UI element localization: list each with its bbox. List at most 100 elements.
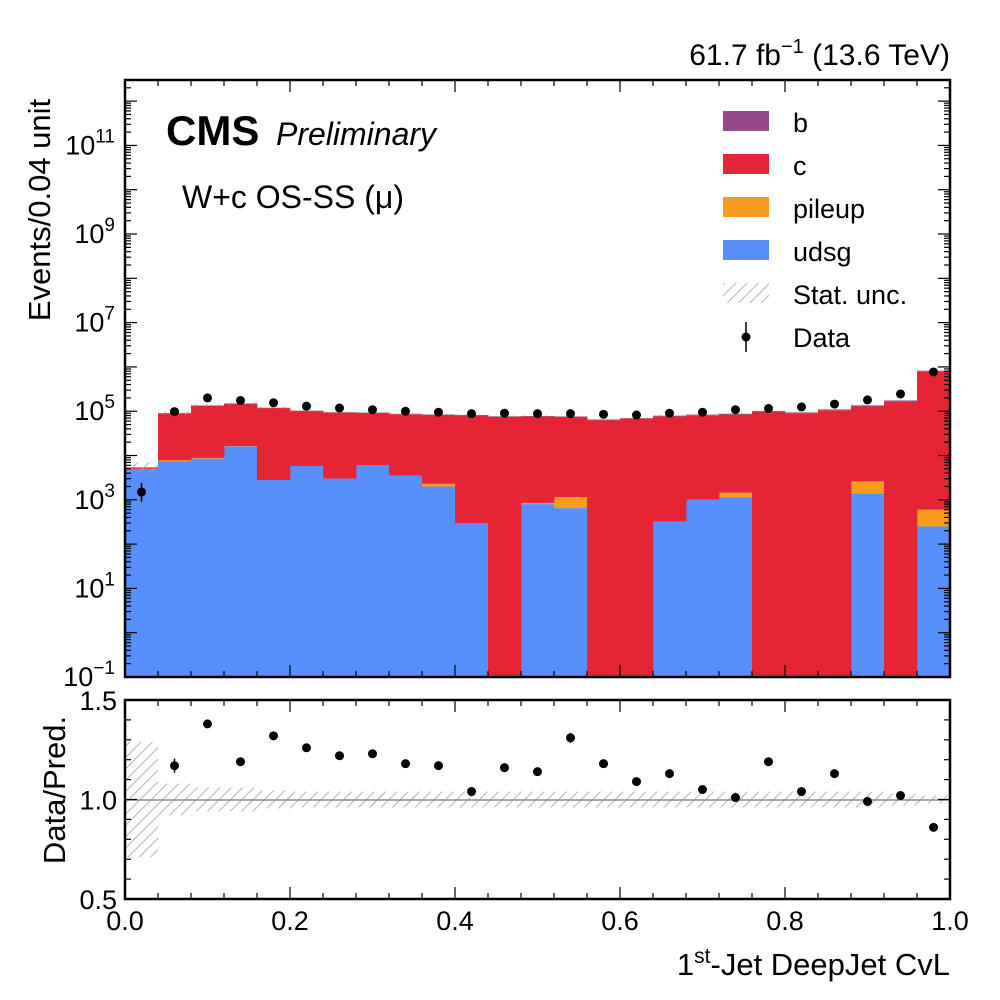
bar-udsg xyxy=(455,522,489,677)
bar-c xyxy=(224,403,258,447)
bar-c xyxy=(917,371,950,510)
ratio-point xyxy=(731,793,740,803)
legend-swatch-stat-unc xyxy=(723,283,769,303)
bar-c xyxy=(851,406,885,482)
x-tick-label: 0.4 xyxy=(436,906,474,936)
bar-c xyxy=(587,420,621,677)
bar-c xyxy=(620,418,654,677)
ratio-point xyxy=(698,785,707,795)
bar-udsg xyxy=(389,475,423,677)
legend-data-marker xyxy=(741,332,751,342)
cms-label: CMS xyxy=(166,107,259,154)
bar-udsg xyxy=(686,499,720,677)
bar-udsg xyxy=(257,480,291,677)
data-point xyxy=(302,401,311,411)
ratio-point xyxy=(203,719,212,729)
bar-udsg xyxy=(290,465,324,677)
bar-pileup xyxy=(719,492,753,498)
y-axis-title-top: Events/0.04 unit xyxy=(22,98,57,321)
ratio-point xyxy=(830,769,839,779)
ratio-point xyxy=(434,761,443,771)
bar-c xyxy=(323,412,357,479)
data-point xyxy=(566,409,575,419)
stat-unc-top-bin xyxy=(191,404,224,407)
bar-udsg xyxy=(554,508,588,677)
x-tick-label: 0.8 xyxy=(766,906,804,936)
ratio-point xyxy=(929,822,938,832)
legend-label-udsg: udsg xyxy=(793,237,852,267)
y-tick-label-ratio: 1.5 xyxy=(79,686,117,716)
ratio-point xyxy=(170,761,179,771)
data-point xyxy=(500,408,509,418)
ratio-point xyxy=(500,763,509,773)
bar-c xyxy=(488,416,522,677)
data-point xyxy=(335,403,344,413)
ratio-frame xyxy=(123,698,952,901)
legend-label-pileup: pileup xyxy=(793,194,865,224)
bar-c xyxy=(191,405,225,458)
ratio-point xyxy=(632,777,641,787)
y-axis-title-ratio: Data/Pred. xyxy=(37,716,72,864)
y-tick-label-ratio: 1.0 xyxy=(79,786,117,816)
top-frame xyxy=(123,78,952,679)
ratio-point xyxy=(269,731,278,741)
x-tick-label: 0.0 xyxy=(106,906,144,936)
y-tick-label-ratio: 0.5 xyxy=(79,885,117,915)
ratio-points xyxy=(170,719,938,832)
bar-udsg xyxy=(521,504,555,677)
data-point xyxy=(467,409,476,419)
bar-udsg xyxy=(653,521,687,677)
y-tick-label-top: 1011 xyxy=(65,126,115,160)
ratio-axis-ticks: 0.0 0.2 0.4 0.6 0.8 1.0 0.5 1.0 1.5 xyxy=(79,686,968,936)
bar-udsg xyxy=(224,446,258,677)
ratio-point xyxy=(665,769,674,779)
legend-label-b: b xyxy=(793,108,808,138)
ratio-point xyxy=(764,757,773,767)
bar-udsg xyxy=(158,461,192,677)
bar-udsg xyxy=(851,493,885,677)
ratio-point xyxy=(302,743,311,753)
bar-c xyxy=(257,408,291,481)
data-point xyxy=(632,410,641,420)
bar-udsg xyxy=(323,478,357,677)
stat-unc-top-bin xyxy=(818,408,851,411)
data-point xyxy=(599,409,608,419)
stat-unc-top-bin xyxy=(884,399,917,402)
bar-c xyxy=(554,416,588,498)
bar-pileup xyxy=(851,481,885,494)
stat-unc-top-bin xyxy=(290,409,323,412)
bar-c xyxy=(719,414,753,493)
bar-c xyxy=(422,414,456,484)
ratio-point xyxy=(401,759,410,769)
stat-unc-top-bin xyxy=(587,418,620,421)
legend-label-stat-unc: Stat. unc. xyxy=(793,280,907,310)
data-point xyxy=(896,389,905,399)
data-point xyxy=(434,407,443,417)
bar-c xyxy=(158,413,192,461)
ratio-point xyxy=(599,759,608,769)
data-point xyxy=(698,407,707,417)
legend-swatch-b xyxy=(723,111,769,131)
ratio-point xyxy=(896,791,905,801)
legend: b c pileup udsg Stat. unc. Data xyxy=(723,108,907,353)
data-point xyxy=(665,408,674,418)
ratio-point xyxy=(335,751,344,761)
data-point xyxy=(269,398,278,408)
bar-c xyxy=(356,413,390,466)
data-point xyxy=(170,407,179,417)
bar-c xyxy=(884,401,918,677)
bar-c xyxy=(686,415,720,500)
ratio-point xyxy=(797,787,806,797)
data-point xyxy=(368,405,377,415)
ratio-point xyxy=(566,733,575,743)
bar-pileup xyxy=(422,483,456,487)
ratio-point xyxy=(863,796,872,806)
stat-unc-top-bin xyxy=(257,406,290,409)
ratio-point xyxy=(533,767,542,777)
bar-pileup xyxy=(554,497,588,509)
y-tick-label-top: 105 xyxy=(74,392,115,426)
bar-pileup xyxy=(917,509,950,527)
bar-c xyxy=(389,414,423,476)
bar-udsg xyxy=(191,458,225,677)
x-tick-label: 0.2 xyxy=(271,906,309,936)
